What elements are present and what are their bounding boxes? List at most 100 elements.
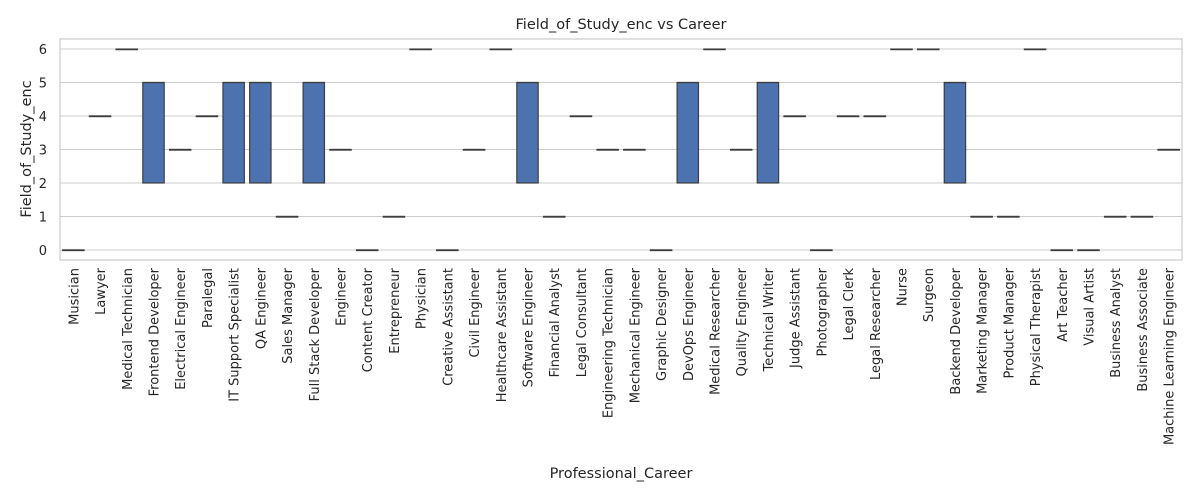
x-tick-label: Art Teacher [1056, 267, 1071, 342]
box-group [1050, 249, 1074, 252]
x-tick-label: Legal Clerk [842, 268, 857, 341]
box [302, 81, 326, 184]
y-tick-label: 1 [39, 210, 47, 225]
box-group [676, 81, 700, 184]
y-tick-label: 0 [39, 244, 47, 259]
x-tick-label: Engineer [335, 267, 350, 326]
x-tick-label: Business Associate [1136, 268, 1151, 392]
box-group [1130, 215, 1154, 218]
x-tick-label: Musician [67, 268, 82, 325]
x-tick-label: Photographer [815, 267, 830, 356]
box [516, 81, 539, 184]
x-tick-label: Mechanical Engineer [628, 267, 643, 403]
x-tick-label: Quality Engineer [735, 267, 750, 376]
x-tick-label: Content Creator [361, 267, 376, 372]
box-group [1157, 148, 1180, 151]
box-group [88, 115, 112, 118]
box-group [916, 48, 940, 51]
y-tick-labels: 0 1 2 3 4 5 6 [39, 43, 47, 259]
x-tick-label: Civil Engineer [468, 267, 483, 357]
box-group [382, 215, 406, 218]
y-tick-label: 2 [39, 177, 47, 192]
x-tick-label: Physical Therapist [1029, 268, 1044, 386]
box-group [195, 115, 219, 118]
box-group [436, 249, 459, 252]
box-group [489, 48, 513, 51]
box-group [1023, 48, 1047, 51]
x-tick-label: Legal Consultant [575, 268, 590, 377]
x-tick-label: Product Manager [1002, 267, 1017, 378]
box [943, 81, 967, 184]
box-group [115, 48, 139, 51]
x-tick-label: Marketing Manager [976, 267, 991, 394]
box-group [516, 81, 539, 184]
x-tick-label: Legal Researcher [869, 267, 884, 380]
chart-title: Field_of_Study_enc vs Career [516, 17, 727, 33]
box-group [649, 249, 673, 252]
x-axis-label: Professional_Career [550, 466, 693, 482]
x-tick-label: Machine Learning Engineer [1163, 267, 1178, 445]
x-tick-label: Healthcare Assistant [495, 268, 510, 402]
box-group [355, 249, 379, 252]
x-tick-label: IT Support Specialist [228, 268, 243, 402]
box-group [970, 215, 993, 218]
x-tick-label: Graphic Designer [655, 267, 670, 381]
box [756, 81, 780, 184]
y-tick-label: 3 [39, 144, 47, 159]
x-tick-label: Sales Manager [281, 267, 296, 363]
box-group [943, 81, 967, 184]
box-group [62, 249, 85, 252]
box-group [569, 115, 593, 118]
x-tick-label: Judge Assistant [789, 268, 804, 369]
box-group [142, 81, 165, 184]
boxes [62, 48, 1180, 252]
x-tick-label: Frontend Developer [148, 267, 163, 396]
x-tick-label: Visual Artist [1083, 268, 1098, 346]
box [676, 81, 700, 184]
x-tick-label: Physician [415, 268, 430, 329]
box-group [836, 115, 860, 118]
box [222, 81, 245, 184]
box-group [222, 81, 245, 184]
box-group [249, 81, 272, 184]
plot-frame [59, 38, 1183, 261]
box [249, 81, 272, 184]
box-group [623, 148, 646, 151]
box-group [997, 215, 1020, 218]
box-group [703, 48, 726, 51]
box-group [168, 148, 192, 151]
y-axis-label: Field_of_Study_enc [19, 80, 35, 217]
y-tick-label: 4 [39, 110, 47, 125]
x-tick-labels: Musician Lawyer Medical Technician Frontend… [67, 267, 1177, 445]
x-tick-label: Full Stack Developer [308, 267, 323, 401]
box-group [329, 148, 352, 151]
x-tick-label: Surgeon [922, 268, 937, 322]
box-group [302, 81, 326, 184]
x-tick-label: Engineering Technician [602, 268, 617, 418]
box-group [596, 148, 619, 151]
x-tick-label: Nurse [896, 268, 911, 306]
box-group [462, 148, 486, 151]
box-group [542, 215, 566, 218]
x-tick-label: Entrepreneur [388, 267, 403, 353]
box-group [863, 115, 887, 118]
x-tick-label: Business Analyst [1109, 268, 1124, 378]
box-group [409, 48, 432, 51]
box-group [275, 215, 299, 218]
x-tick-label: Medical Technician [121, 268, 136, 390]
box-group [783, 115, 806, 118]
box-group [756, 81, 780, 184]
box [142, 81, 165, 184]
x-tick-label: Software Engineer [522, 267, 537, 387]
x-tick-label: Backend Developer [949, 267, 964, 394]
x-tick-label: Technical Writer [762, 267, 777, 372]
y-tick-label: 6 [39, 43, 47, 58]
x-tick-label: DevOps Engineer [682, 267, 697, 381]
x-tick-label: Financial Analyst [548, 268, 563, 377]
box-group [810, 249, 833, 252]
box-group [729, 148, 753, 151]
grid-lines [60, 48, 1182, 251]
x-tick-label: Electrical Engineer [174, 267, 189, 389]
x-tick-label: Medical Researcher [709, 267, 724, 395]
